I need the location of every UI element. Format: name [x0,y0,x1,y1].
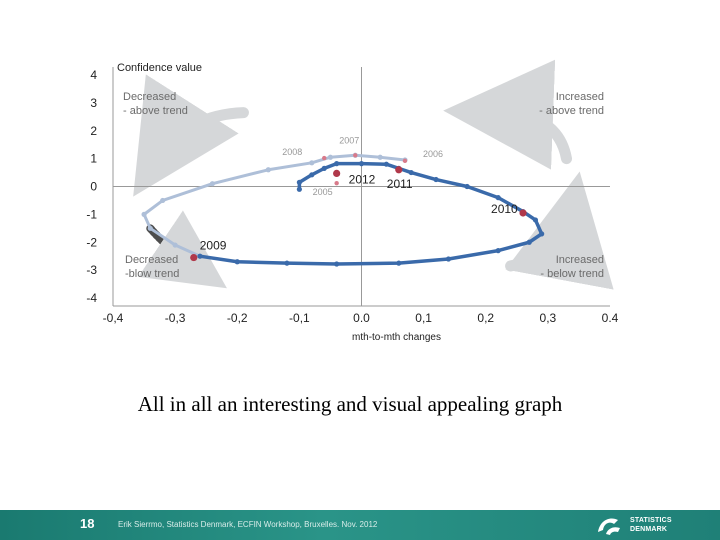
series-point [408,169,414,176]
logo-text-line1: STATISTICS [630,517,672,524]
x-tick-label: 0,1 [415,311,432,325]
series-point [265,167,271,173]
series-point [495,248,501,254]
series-line [142,153,407,258]
y-tick-label: -2 [86,235,97,249]
series-point [147,225,153,231]
series-point [433,176,439,183]
y-tick-label: 4 [90,68,97,82]
y-axis-title: Confidence value [117,62,202,74]
x-tick-label: 0.0 [353,311,370,325]
series-point [296,186,302,192]
series-point [209,181,215,187]
series-point [197,253,203,259]
year-point [395,166,403,174]
year-point [333,169,341,177]
year-point [190,253,198,262]
series-point [160,197,166,204]
series-point [284,260,290,266]
year-label: 2006 [423,149,443,159]
y-tick-label: 3 [90,96,97,110]
series-point [321,165,327,171]
year-label: 2008 [282,147,302,157]
series-point [327,154,334,160]
series-point [495,195,501,201]
series-point [296,179,302,185]
year-point [353,153,358,158]
logo-text-line2: DENMARK [630,526,668,533]
year-point [334,180,339,186]
x-tick-label: -0,3 [165,311,186,325]
year-point [322,155,327,161]
series-point [309,160,315,166]
series-point [234,259,240,265]
series-point [172,242,178,248]
business-cycle-clock-svg: 4 3 2 1 0 -1 -2 -3 -4 -0,4 -0,3 -0,2 -0,1 0.0 0,1 0,2 0,… [86,59,619,343]
year-label: 2005 [313,187,333,197]
y-tick-label: 0 [90,180,97,194]
series-point [377,154,383,160]
slide-number: 18 [80,516,95,531]
series-point [396,260,402,266]
logo-mark-icon [598,518,620,535]
series-point [464,183,470,190]
quadrant-label: -blow trend [125,268,179,280]
x-tick-label: -0,2 [227,311,248,325]
year-label: 2012 [349,172,376,186]
quadrant-label: Decreased [125,254,178,266]
year-label: 2007 [339,135,359,145]
y-tick-label: 2 [90,124,97,138]
y-tick-label: -1 [86,207,97,221]
y-tick-label: 1 [90,152,97,166]
arrow-bottom-right [505,171,614,290]
series-point [141,211,147,217]
quadrant-label: - below trend [540,268,604,280]
slide-caption: All in all an interesting and visual app… [137,392,563,416]
series-point [532,217,539,223]
year-label: 2009 [200,239,227,253]
footer-text: Erik Sierrmo, Statistics Denmark, ECFIN … [118,520,378,529]
quadrant-label: Increased [556,254,604,266]
series-point [539,231,545,237]
quadrant-label: - above trend [539,105,604,117]
quadrant-label: - above trend [123,105,188,117]
series-point [309,172,315,178]
statistics-denmark-logo: STATISTICS DENMARK [594,512,704,538]
footer-bar: 18 Erik Sierrmo, Statistics Denmark, ECF… [0,510,720,540]
cycle-chart: 4 3 2 1 0 -1 -2 -3 -4 -0,4 -0,3 -0,2 -0,1 0.0 0,1 0,2 0,… [86,59,619,343]
series-point [334,161,340,167]
x-tick-label: -0,1 [289,311,310,325]
quadrant-label: Increased [556,91,604,103]
year-label: 2011 [387,177,413,191]
series-point [445,256,452,262]
y-tick-label: -4 [86,291,97,305]
year-point [519,209,527,217]
y-tick-label: -3 [86,263,97,277]
series-point [526,239,532,245]
series-point [383,161,389,167]
x-axis-title: mth-to-mth changes [352,332,441,343]
quadrant-label: Decreased [123,91,176,103]
series-point [358,161,365,167]
arrow-top-right [443,59,573,170]
x-tick-label: -0,4 [103,311,124,325]
x-tick-label: 0,3 [540,311,557,325]
year-label: 2010 [491,202,518,216]
x-tick-label: 0,2 [477,311,494,325]
arrow-top-left [133,74,249,197]
year-point [402,158,408,164]
series-point [334,261,340,267]
x-tick-label: 0.4 [602,311,619,325]
